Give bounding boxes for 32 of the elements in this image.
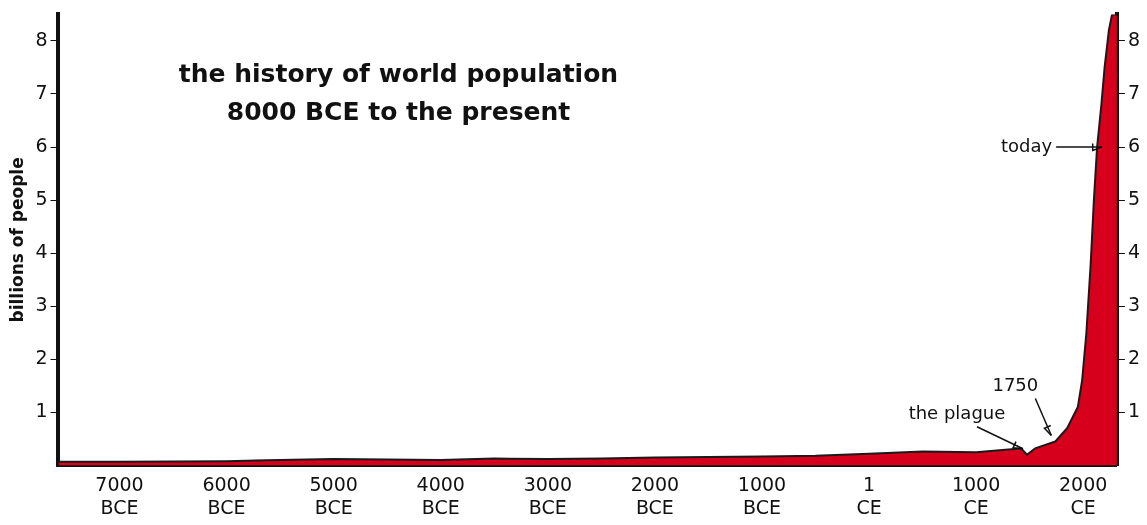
- y-tick-label: 4: [35, 240, 48, 263]
- text: the history of world population: [178, 58, 619, 88]
- x-tick-label: 1 CE: [856, 472, 882, 518]
- y2-tick-label: 5: [1127, 187, 1141, 210]
- y2-tick-label: 1: [1127, 399, 1141, 422]
- x-tick-label: 3000 BCE: [523, 472, 572, 518]
- x-tick-label: 2000 CE: [1059, 472, 1108, 518]
- y2-tick-label: 8: [1127, 27, 1141, 50]
- y2-tick-label: 4: [1127, 240, 1141, 263]
- y-tick-label: 7: [35, 80, 48, 103]
- text: 8000 BCE to the present: [226, 96, 571, 126]
- y2-tick-label: 6: [1127, 133, 1141, 156]
- y-tick-label: 2: [35, 346, 48, 369]
- y-axis-title: billions of people: [6, 157, 27, 323]
- y-tick-label: 1: [35, 399, 48, 422]
- x-tick-label: 6000 BCE: [202, 472, 251, 518]
- x-tick-label: 1000 BCE: [737, 472, 787, 518]
- annotation: the plague: [908, 402, 1006, 424]
- y-tick-label: 6: [35, 133, 48, 156]
- x-tick-label: 4000 BCE: [416, 472, 465, 518]
- x-tick-label: 5000 BCE: [309, 472, 358, 518]
- y-tick-label: 8: [35, 27, 48, 50]
- y2-tick-label: 7: [1127, 80, 1141, 103]
- annotation: today: [1000, 134, 1053, 156]
- y2-tick-label: 3: [1127, 293, 1141, 316]
- annotation: 1750: [992, 374, 1039, 396]
- x-tick-label: 7000 BCE: [95, 472, 144, 518]
- y-tick-label: 3: [35, 293, 48, 316]
- x-tick-label: 1000 CE: [951, 472, 1001, 518]
- y-tick-label: 5: [35, 187, 48, 210]
- y2-tick-label: 2: [1127, 346, 1141, 369]
- x-tick-label: 2000 BCE: [630, 472, 680, 518]
